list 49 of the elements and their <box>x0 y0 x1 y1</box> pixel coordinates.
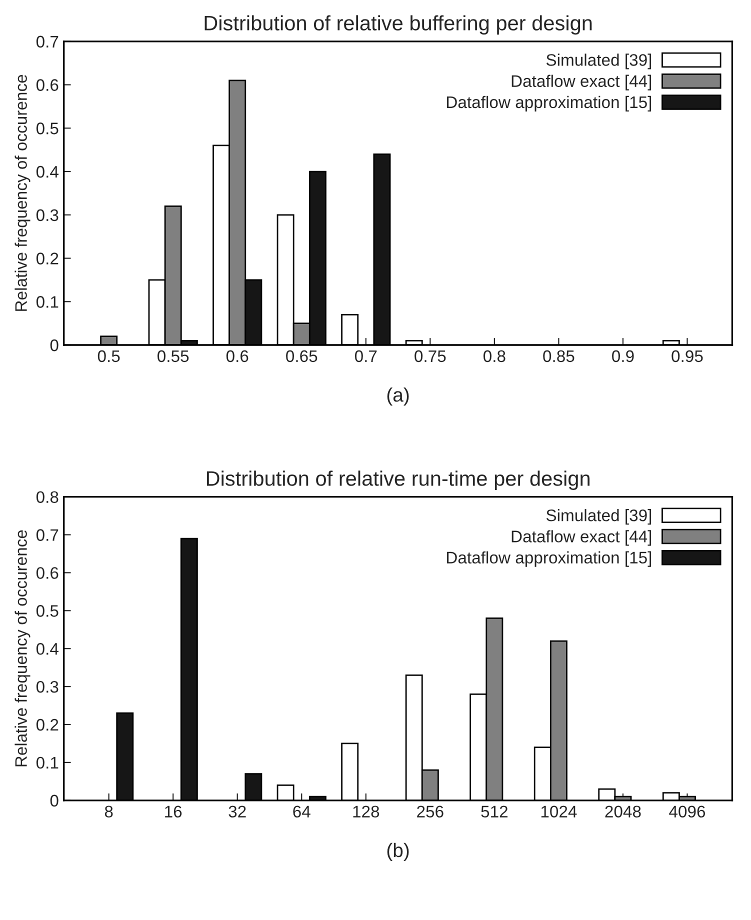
chart-title: Distribution of relative buffering per design <box>204 15 592 35</box>
legend-label: Dataflow exact [44] <box>512 74 652 90</box>
y-tick-label: 0 <box>50 339 58 352</box>
x-tick-label: 256 <box>417 806 444 818</box>
text: (a) <box>387 388 409 406</box>
x-tick-label: 64 <box>293 806 310 818</box>
legend-label: Simulated [39] <box>546 509 652 525</box>
y-tick-label: 0.3 <box>36 209 58 222</box>
legend-label: Dataflow approximation [15] <box>447 96 652 112</box>
x-tick-label: 1024 <box>541 806 577 818</box>
y-tick-label: 0.7 <box>36 36 58 48</box>
legend-label: Dataflow exact [44] <box>512 530 652 546</box>
x-tick-label: 0.7 <box>354 350 377 362</box>
x-tick-label: 2048 <box>605 806 641 818</box>
y-tick-label: 0 <box>50 794 58 807</box>
y-tick-label: 0.3 <box>36 680 58 693</box>
x-tick-label: 0.6 <box>226 350 248 362</box>
x-tick-label: 0.65 <box>286 350 318 362</box>
y-tick-label: 0.2 <box>36 252 58 264</box>
x-tick-label: 0.55 <box>158 350 189 362</box>
x-tick-label: 0.9 <box>612 350 634 362</box>
legend-label: Dataflow approximation [15] <box>447 551 652 567</box>
y-tick-label: 0.1 <box>36 296 58 308</box>
y-tick-label: 0.6 <box>36 79 58 91</box>
y-tick-label: 0.8 <box>36 491 58 504</box>
y-axis-title: Relative frequency of occurence <box>14 530 30 766</box>
y-tick-label: 0.6 <box>36 567 58 579</box>
x-tick-label: 0.5 <box>98 350 120 362</box>
x-tick-label: 4096 <box>669 806 706 818</box>
x-tick-label: 0.85 <box>543 350 574 362</box>
y-tick-label: 0.4 <box>36 166 58 178</box>
y-axis-title: Relative frequency of occurence <box>14 74 30 311</box>
y-tick-label: 0.4 <box>36 643 58 655</box>
x-tick-label: 8 <box>104 806 113 818</box>
x-tick-label: 512 <box>481 806 508 818</box>
legend-label: Simulated [39] <box>546 54 652 70</box>
y-tick-label: 0.5 <box>36 605 58 617</box>
text: (b) <box>387 842 409 862</box>
x-tick-label: 0.8 <box>484 350 506 362</box>
chart-title: Distribution of relative run-time per design <box>206 470 590 490</box>
x-tick-label: 0.75 <box>414 350 446 362</box>
y-tick-label: 0.1 <box>36 756 58 769</box>
x-tick-label: 16 <box>165 806 182 818</box>
x-tick-label: 32 <box>228 806 246 818</box>
x-tick-label: 128 <box>353 806 380 818</box>
y-tick-label: 0.2 <box>36 718 58 731</box>
x-tick-label: 0.95 <box>672 350 703 362</box>
y-tick-label: 0.5 <box>36 122 58 134</box>
y-tick-label: 0.7 <box>36 529 58 541</box>
